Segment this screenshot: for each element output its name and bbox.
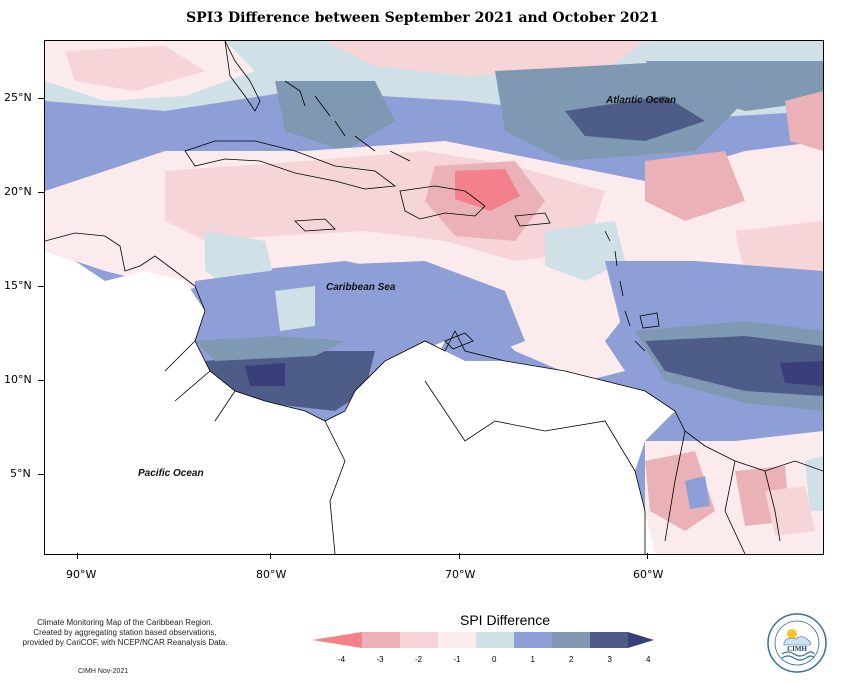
legend-title: SPI Difference (460, 612, 551, 628)
lon-label-70w: 70°W (445, 568, 476, 581)
lat-tick (38, 192, 44, 193)
map-title: SPI3 Difference between September 2021 a… (186, 10, 659, 26)
lon-tick (459, 553, 460, 559)
coastline-layer (45, 41, 823, 554)
legend-swatch (590, 632, 628, 648)
legend-tick-label: 3 (607, 655, 612, 664)
legend-tick-label: 2 (569, 655, 574, 664)
legend-tick-label: 4 (646, 655, 651, 664)
legend-tick-label: -4 (338, 655, 346, 664)
legend-swatch (552, 632, 590, 648)
lat-tick (38, 286, 44, 287)
credits-block: Climate Monitoring Map of the Caribbean … (10, 618, 240, 648)
lat-label-20n: 20°N (4, 185, 32, 198)
caribbean-sea-label: Caribbean Sea (326, 282, 396, 293)
legend-swatch (438, 632, 476, 648)
logo-text: CIMH (787, 645, 807, 653)
lat-tick (38, 98, 44, 99)
spi-field-layer (45, 41, 823, 554)
color-scale-legend (312, 632, 654, 648)
spi-map (44, 40, 824, 555)
lat-label-15n: 15°N (4, 279, 32, 292)
lat-tick (38, 474, 44, 475)
lon-label-60w: 60°W (633, 568, 664, 581)
lon-tick (77, 553, 78, 559)
lat-label-10n: 10°N (4, 373, 32, 386)
legend-tick-label: -2 (415, 655, 423, 664)
legend-tick-label: -3 (376, 655, 384, 664)
legend-tick-label: 0 (492, 655, 497, 664)
credits-date: CIMH Nov-2021 (78, 668, 129, 675)
legend-swatch (514, 632, 552, 648)
lon-tick (270, 553, 271, 559)
lat-label-25n: 25°N (4, 91, 32, 104)
credits-line: provided by CariCOF, with NCEP/NCAR Rean… (22, 638, 228, 647)
lat-tick (38, 380, 44, 381)
legend-arrow-high (628, 632, 654, 648)
credits-line: Created by aggregating station based obs… (33, 628, 217, 637)
legend-swatch (476, 632, 514, 648)
legend-swatch (362, 632, 400, 648)
pacific-ocean-label: Pacific Ocean (138, 468, 204, 479)
atlantic-ocean-label: Atlantic Ocean (606, 95, 677, 106)
lon-label-80w: 80°W (256, 568, 287, 581)
credits-line: Climate Monitoring Map of the Caribbean … (37, 618, 213, 627)
cimh-logo-icon: CIMH (767, 613, 827, 673)
legend-arrow-low (312, 632, 362, 648)
legend-tick-label: 1 (530, 655, 535, 664)
lon-tick (647, 553, 648, 559)
legend-tick-label: -1 (453, 655, 461, 664)
lon-label-90w: 90°W (66, 568, 97, 581)
lat-label-5n: 5°N (10, 467, 31, 480)
legend-swatch (400, 632, 438, 648)
